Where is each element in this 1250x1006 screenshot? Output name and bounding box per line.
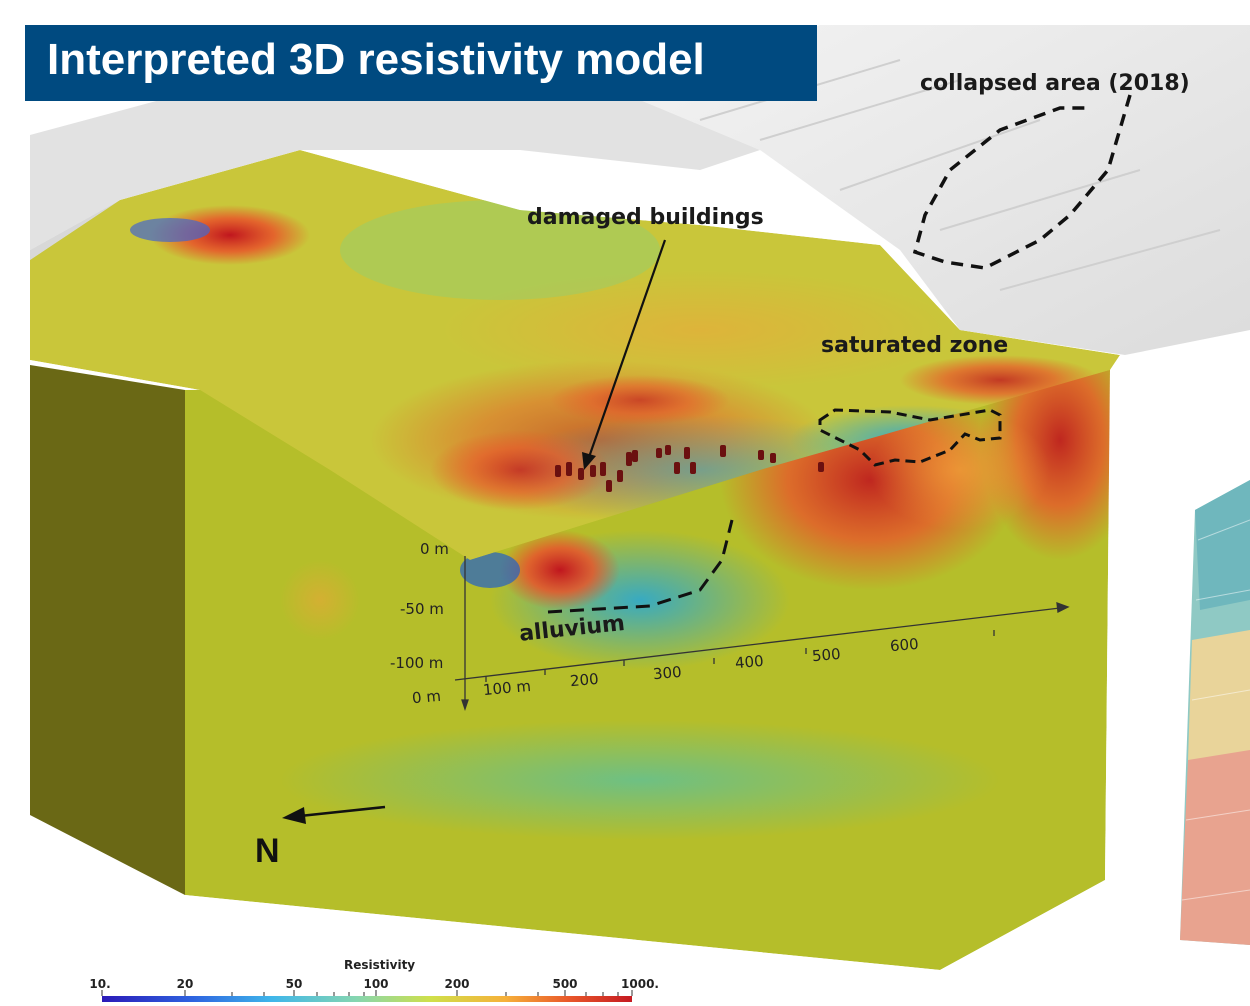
alluvium-outline (547, 519, 734, 614)
building-marker (632, 450, 638, 462)
building-marker (626, 452, 632, 466)
colorbar-tick-label: 100 (363, 977, 389, 991)
north-arrow (282, 805, 386, 824)
depth-label-50: -50 m (400, 600, 444, 618)
building-marker (578, 468, 584, 480)
distance-axis-line (454, 607, 1061, 681)
building-marker (566, 462, 572, 476)
damaged-buildings-label: damaged buildings (527, 205, 764, 230)
model-side-face (30, 365, 185, 895)
distance-label-600: 600 (889, 634, 920, 656)
building-marker (674, 462, 680, 474)
model-top-surface (30, 150, 1120, 560)
collapsed-area-outline (912, 94, 1132, 270)
colorbar-tick-label: 10. (89, 977, 111, 991)
building-marker (606, 480, 612, 492)
distance-label-400: 400 (734, 651, 765, 673)
colorbar-gradient (102, 996, 632, 1002)
depth-axis-arrowhead (461, 699, 469, 712)
building-marker (656, 448, 662, 458)
depth-label-100: -100 m (390, 654, 444, 672)
building-marker (684, 447, 690, 459)
building-marker (690, 462, 696, 474)
damaged-buildings-arrowhead (582, 452, 596, 470)
colorbar-tick-label: 50 (285, 977, 303, 991)
damaged-buildings-arrow (586, 239, 667, 461)
colorbar-tick-label: 500 (552, 977, 578, 991)
north-label: N (255, 832, 280, 870)
saturated-zone-outline (818, 408, 1002, 467)
distance-label-200: 200 (569, 669, 600, 691)
distance-label-500: 500 (811, 644, 842, 666)
building-marker (720, 445, 726, 457)
page-title: Interpreted 3D resistivity model (47, 35, 705, 84)
colorbar-ticks (101, 990, 633, 996)
distance-axis-arrowhead (1056, 602, 1070, 613)
right-edge-block (1180, 480, 1250, 945)
building-marker (590, 465, 596, 477)
distance-label-300: 300 (652, 662, 683, 684)
axes (454, 556, 1070, 712)
colorbar-tick-label: 20 (176, 977, 194, 991)
building-marker (665, 445, 671, 455)
building-marker (600, 462, 606, 476)
building-marker (758, 450, 764, 460)
damaged-building-markers (555, 445, 824, 492)
building-marker (555, 465, 561, 477)
title-banner: Interpreted 3D resistivity model (25, 25, 817, 101)
distance-label-0: 0 m (411, 686, 442, 708)
colorbar-tick-label: 1000. (621, 977, 659, 991)
building-marker (818, 462, 824, 472)
depth-label-0: 0 m (420, 540, 449, 558)
colorbar-title: Resistivity (344, 958, 416, 972)
collapsed-area-label: collapsed area (2018) (920, 71, 1190, 96)
building-marker (617, 470, 623, 482)
saturated-zone-label: saturated zone (821, 333, 1009, 358)
building-marker (770, 453, 776, 463)
colorbar-tick-label: 200 (444, 977, 470, 991)
